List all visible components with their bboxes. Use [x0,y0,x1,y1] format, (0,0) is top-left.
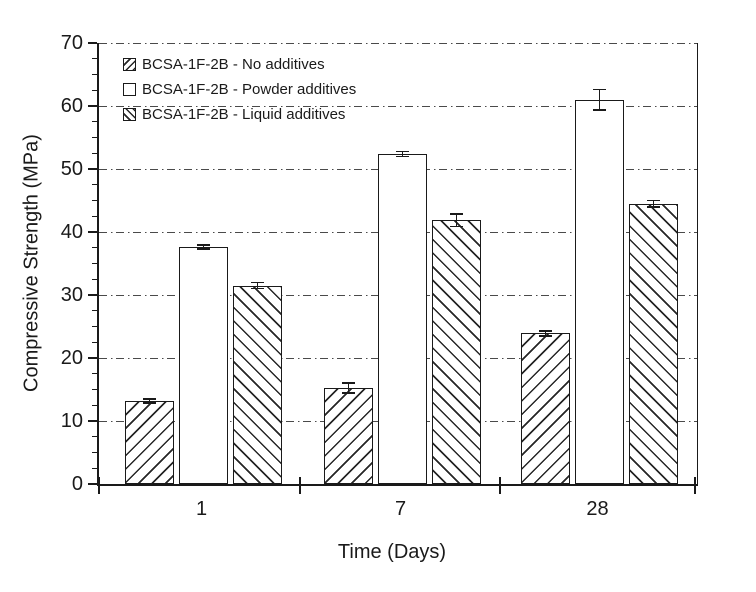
y-minor-tick [92,341,97,343]
error-bar [652,200,655,207]
error-bar [148,398,151,403]
y-minor-tick [92,121,97,123]
bar-7d-series2 [432,220,481,484]
error-bar [544,330,547,336]
y-minor-tick [92,325,97,328]
x-separator-tick [694,477,696,494]
y-major-tick [88,420,97,422]
gridline [99,42,697,44]
y-minor-tick [92,152,97,154]
y-tick-label: 30 [60,284,83,306]
error-bar-cap [143,398,156,400]
error-bar-cap [593,108,606,111]
error-bar-cap [539,330,552,332]
legend-item-liquid-additives: BCSA-1F-2B - Liquid additives [123,102,356,127]
x-tick-label: 1 [195,498,208,520]
y-minor-tick [92,89,97,91]
bar-1d-series2 [233,285,282,484]
x-axis-title: Time (Days) [337,541,447,563]
y-minor-tick [92,404,97,406]
error-bar-cap [342,382,355,384]
y-tick-label: 50 [60,158,83,180]
legend-item-powder-additives: BCSA-1F-2B - Powder additives [123,77,356,102]
error-bar-cap [450,225,463,228]
y-minor-tick [92,451,97,454]
bar-1d-series0 [125,400,174,484]
error-bar-cap [450,212,463,215]
bar-7d-series0 [324,388,373,484]
error-bar-cap [143,401,156,404]
error-bar-cap [251,281,264,284]
y-major-tick [88,483,97,485]
x-tick-label: 7 [394,498,407,520]
legend-label: BCSA-1F-2B - No additives [142,56,325,73]
legend: BCSA-1F-2B - No additives BCSA-1F-2B - P… [123,52,356,127]
x-tick-label: 28 [586,498,609,520]
legend-label: BCSA-1F-2B - Powder additives [142,81,357,98]
y-tick-label: 10 [60,410,83,432]
x-separator-tick [299,477,301,494]
y-minor-tick [92,278,97,280]
y-minor-tick [92,247,97,249]
x-separator-tick [98,477,100,494]
white-swatch-icon [123,83,136,96]
error-bar-cap [647,206,660,208]
hatch-forward-swatch-icon [123,58,136,71]
y-major-tick [88,42,97,44]
error-bar-cap [539,335,552,337]
y-tick-label: 0 [71,473,83,495]
y-major-tick [88,168,97,170]
error-bar-cap [593,88,606,91]
error-bar [401,151,404,157]
y-minor-tick [92,184,97,186]
y-major-tick [88,105,97,107]
bar-1d-series1 [179,247,228,484]
error-bar [202,245,205,249]
y-tick-label: 60 [60,95,83,117]
y-minor-tick [92,467,97,469]
error-bar-cap [197,244,210,247]
y-major-tick [88,357,97,359]
error-bar [598,89,601,110]
y-minor-tick [92,215,97,217]
gridline [99,105,697,107]
y-minor-tick [92,73,97,76]
bar-28d-series1 [575,99,624,484]
legend-item-no-additives: BCSA-1F-2B - No additives [123,52,356,77]
y-major-tick [88,294,97,296]
hatch-back-swatch-icon [123,108,136,121]
error-bar-cap [647,199,660,202]
y-minor-tick [92,310,97,312]
y-minor-tick [92,436,97,438]
plot-area: BCSA-1F-2B - No additives BCSA-1F-2B - P… [88,42,698,494]
y-minor-tick [92,136,97,139]
y-minor-tick [92,373,97,375]
error-bar-cap [396,155,409,158]
error-bar [455,213,458,227]
y-tick-label: 40 [60,221,83,243]
bar-28d-series2 [629,203,678,484]
error-bar-cap [251,287,264,290]
y-tick-label: 20 [60,347,83,369]
legend-label: BCSA-1F-2B - Liquid additives [142,106,346,123]
error-bar-cap [342,392,355,395]
error-bar-cap [396,150,409,153]
y-tick-label: 70 [60,32,83,54]
y-minor-tick [92,199,97,202]
x-separator-tick [499,477,501,494]
y-minor-tick [92,262,97,265]
bar-28d-series0 [521,333,570,484]
y-minor-tick [92,388,97,391]
error-bar [347,383,350,394]
bar-7d-series1 [378,153,427,484]
y-minor-tick [92,58,97,60]
error-bar-cap [197,248,210,250]
y-major-tick [88,231,97,233]
error-bar [256,282,259,289]
